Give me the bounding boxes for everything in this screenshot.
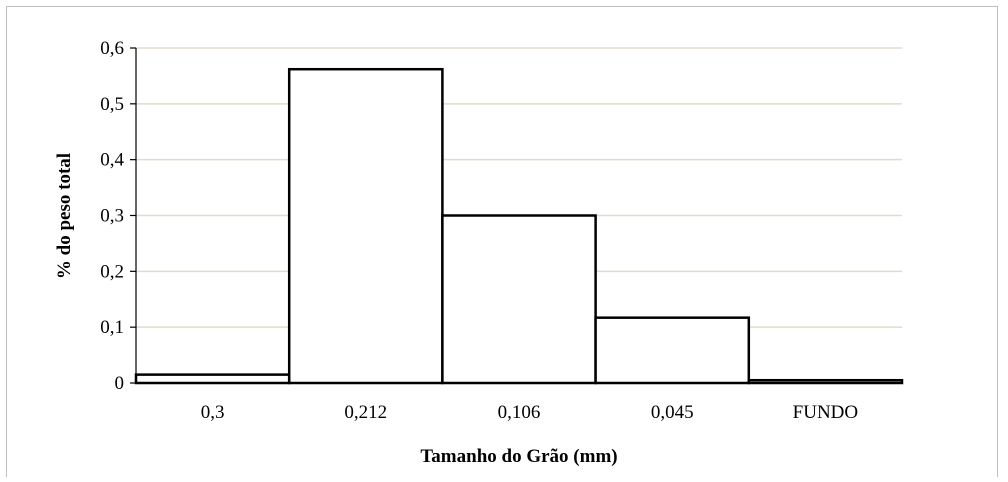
y-tick-label: 0 [115, 373, 125, 394]
y-tick-label: 0,4 [100, 150, 124, 171]
y-tick-labels: 0 0,1 0,2 0,3 0,4 0,5 0,6 [100, 38, 124, 394]
y-tick-label: 0,5 [100, 94, 124, 115]
x-axis-title: Tamanho do Grão (mm) [420, 446, 617, 467]
x-tick-labels: 0,3 0,212 0,106 0,045 FUNDO [201, 402, 858, 423]
x-tick-label: 0,3 [201, 402, 225, 423]
x-tick-label: 0,212 [344, 402, 387, 423]
axes [130, 47, 902, 384]
y-tick-label: 0,1 [100, 317, 124, 338]
y-axis-title: % do peso total [54, 153, 75, 279]
y-tick-label: 0,3 [100, 206, 124, 227]
y-tick-label: 0,6 [100, 38, 124, 59]
y-tick-label: 0,2 [100, 261, 124, 282]
bar [287, 67, 444, 385]
bars [134, 67, 904, 385]
bar [134, 373, 291, 385]
x-tick-label: FUNDO [793, 402, 858, 423]
bar [594, 316, 751, 385]
bar [441, 214, 597, 385]
x-tick-label: 0,045 [651, 402, 694, 423]
x-tick-label: 0,106 [498, 402, 541, 423]
